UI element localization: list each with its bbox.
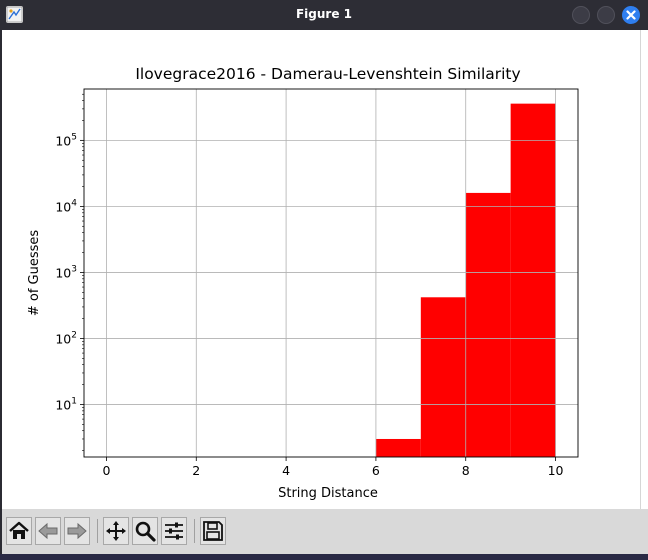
- zoom-button[interactable]: [132, 517, 158, 545]
- save-button[interactable]: [200, 517, 226, 545]
- figure-canvas[interactable]: Ilovegrace2016 - Damerau-Levenshtein Sim…: [2, 30, 640, 509]
- chart-title: Ilovegrace2016 - Damerau-Levenshtein Sim…: [135, 65, 520, 83]
- y-tick-label: 104: [55, 198, 77, 214]
- y-axis-label: # of Guesses: [27, 230, 42, 317]
- bar: [465, 192, 511, 457]
- toolbar-separator: [97, 519, 98, 543]
- y-tick-label: 105: [55, 132, 77, 148]
- minimize-button[interactable]: [572, 6, 590, 24]
- y-tick-label: 103: [55, 264, 77, 280]
- x-axis-label: String Distance: [278, 486, 378, 501]
- forward-arrow-icon: [67, 522, 87, 540]
- home-icon: [9, 521, 29, 539]
- minimize-icon: [573, 7, 589, 23]
- bar: [510, 103, 556, 458]
- configure-subplots-icon: [165, 522, 183, 540]
- app-icon: [6, 6, 23, 23]
- canvas-edge: [640, 30, 648, 509]
- maximize-icon: [598, 7, 614, 23]
- subplots-button[interactable]: [161, 517, 187, 545]
- navigation-toolbar: [2, 509, 648, 554]
- bar: [375, 438, 421, 457]
- back-arrow-icon: [38, 522, 58, 540]
- pan-button[interactable]: [103, 517, 129, 545]
- chart: Ilovegrace2016 - Damerau-Levenshtein Sim…: [27, 65, 579, 501]
- home-button[interactable]: [6, 517, 32, 545]
- zoom-icon: [135, 521, 156, 542]
- bar: [420, 297, 466, 457]
- y-tick-label: 102: [55, 330, 77, 346]
- pan-icon: [106, 521, 126, 541]
- window-title: Figure 1: [295, 7, 353, 21]
- close-button[interactable]: [622, 6, 640, 24]
- window-bottom-border: [0, 554, 648, 560]
- save-icon: [203, 521, 223, 541]
- x-tick-label: 10: [548, 463, 564, 478]
- x-tick-label: 2: [192, 463, 200, 478]
- maximize-button[interactable]: [597, 6, 615, 24]
- x-tick-label: 4: [282, 463, 290, 478]
- y-tick-label: 101: [55, 396, 77, 412]
- back-button[interactable]: [35, 517, 61, 545]
- axes-frame: [83, 88, 579, 458]
- toolbar-separator: [194, 519, 195, 543]
- x-tick-label: 8: [462, 463, 470, 478]
- title-bar[interactable]: Figure 1: [0, 0, 648, 30]
- x-tick-label: 0: [102, 463, 110, 478]
- close-icon: [626, 10, 636, 20]
- x-tick-label: 6: [372, 463, 380, 478]
- forward-button[interactable]: [64, 517, 90, 545]
